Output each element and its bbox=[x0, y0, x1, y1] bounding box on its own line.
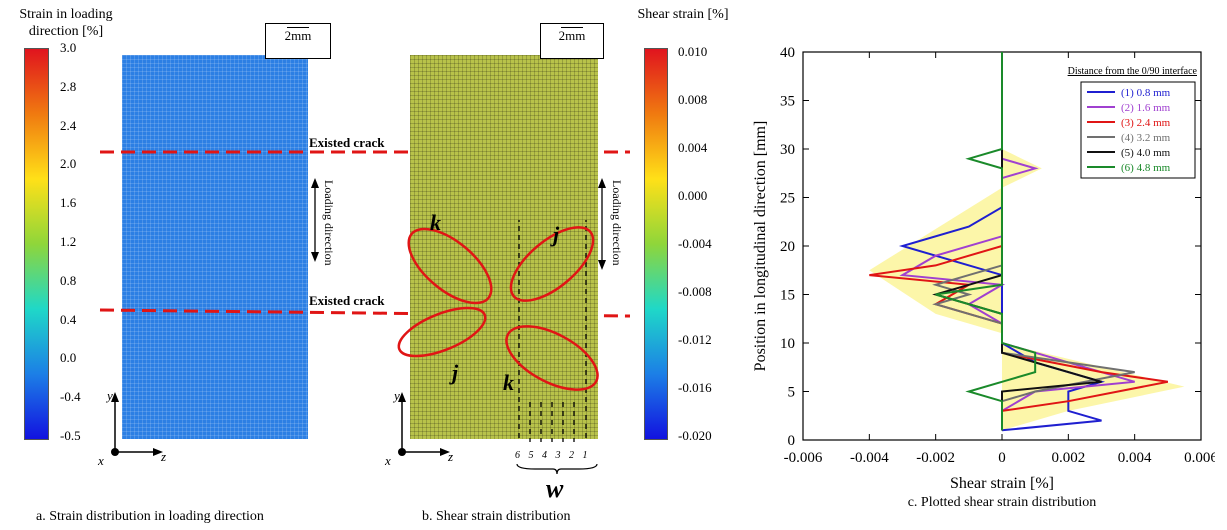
region-j-bottom: j bbox=[452, 360, 459, 385]
series-line-2 bbox=[899, 52, 1135, 431]
scale-bar-a: 2mm bbox=[265, 23, 331, 59]
series-line-6 bbox=[935, 52, 1037, 431]
envelope-top bbox=[1002, 149, 1042, 188]
x-tick-label: 0.004 bbox=[1118, 450, 1152, 466]
colorbar-a bbox=[24, 48, 49, 440]
axis-x-label-b: x bbox=[384, 453, 391, 468]
colorbar-tick: 0.000 bbox=[678, 188, 708, 203]
line-number: 4 bbox=[542, 450, 547, 461]
y-tick-label: 30 bbox=[780, 142, 795, 158]
colorbar-tick: -0.020 bbox=[678, 428, 712, 443]
legend-entry-5: (5) 4.0 mm bbox=[1121, 147, 1171, 159]
scale-bar-label: 2mm bbox=[284, 28, 312, 43]
colorbar-tick: 2.4 bbox=[60, 117, 77, 133]
colorbar-tick: 3.0 bbox=[60, 40, 77, 55]
axis-y-label-b: y bbox=[392, 388, 400, 403]
w-label: w bbox=[546, 474, 564, 503]
colorbar-tick: 0.8 bbox=[60, 272, 77, 288]
strain-map-a bbox=[122, 55, 308, 439]
axis-y-label-a: y bbox=[105, 388, 113, 403]
y-tick-label: 15 bbox=[780, 288, 795, 304]
legend-entry-6: (6) 4.8 mm bbox=[1121, 162, 1171, 174]
colorbar-tick: -0.008 bbox=[678, 284, 712, 299]
loading-label-b: Loading direction bbox=[610, 180, 624, 266]
line-number: 6 bbox=[515, 450, 520, 461]
shear-strain-chart: -0.006 -0.004 -0.002 0 0.002 0.004 0.006 0 5 10 15… bbox=[752, 45, 1215, 510]
crack-label-bottom: Existed crack bbox=[309, 293, 385, 308]
scale-bar-label: 2mm bbox=[558, 28, 586, 43]
axis-x-label-a: x bbox=[97, 453, 104, 468]
caption-c: c. Plotted shear strain distribution bbox=[908, 495, 1097, 510]
y-tick-label: 5 bbox=[788, 385, 796, 401]
shear-map-b bbox=[410, 55, 598, 439]
y-axis-label: Position in longitudinal direction [mm] bbox=[752, 121, 769, 372]
y-tick-label: 25 bbox=[780, 191, 795, 207]
y-tick-label: 0 bbox=[788, 433, 796, 449]
scale-bar-line bbox=[561, 27, 583, 28]
w-brace bbox=[516, 463, 598, 475]
colorbar-tick: 2.0 bbox=[60, 156, 77, 172]
colorbar-tick: 1.6 bbox=[60, 195, 77, 211]
legend-title: Distance from the 0/90 interface bbox=[1068, 66, 1198, 77]
line-number: 5 bbox=[528, 450, 534, 461]
x-axis-label: Shear strain [%] bbox=[950, 475, 1054, 492]
legend-entry-3: (3) 2.4 mm bbox=[1121, 117, 1171, 129]
colorbar-tick: 0.010 bbox=[678, 44, 708, 59]
x-tick-label: -0.004 bbox=[850, 450, 889, 466]
line-number: 2 bbox=[569, 450, 574, 461]
axes-icon-b: y x z bbox=[384, 388, 453, 468]
y-tick-label: 20 bbox=[780, 239, 795, 255]
colorbar-tick: 2.8 bbox=[60, 78, 77, 94]
colorbar-tick: -0.012 bbox=[678, 332, 712, 347]
region-k-top: k bbox=[430, 210, 441, 235]
legend-entry-4: (4) 3.2 mm bbox=[1121, 132, 1171, 144]
caption-a: a. Strain distribution in loading direct… bbox=[36, 509, 264, 524]
legend-entry-2: (2) 1.6 mm bbox=[1121, 102, 1171, 114]
axis-z-label-a: z bbox=[160, 449, 166, 464]
axes-icon-a: y x z bbox=[97, 388, 166, 468]
x-tick-label: 0 bbox=[998, 450, 1006, 466]
crack-label-top: Existed crack bbox=[309, 135, 385, 150]
colorbar-b bbox=[644, 48, 668, 440]
x-tick-label: 0.002 bbox=[1051, 450, 1085, 466]
scale-bar-b: 2mm bbox=[540, 23, 604, 59]
loading-label-a: Loading direction bbox=[322, 180, 336, 266]
colorbar-tick: -0.016 bbox=[678, 380, 712, 395]
x-tick-label: -0.002 bbox=[916, 450, 955, 466]
colorbar-tick: -0.4 bbox=[60, 389, 81, 405]
colorbar-tick: 1.2 bbox=[60, 234, 77, 249]
y-tick-label: 10 bbox=[780, 336, 795, 352]
line-number: 3 bbox=[555, 450, 561, 461]
y-tick-label: 35 bbox=[780, 94, 795, 110]
caption-b: b. Shear strain distribution bbox=[422, 509, 571, 524]
x-tick-label: -0.006 bbox=[784, 450, 823, 466]
colorbar-tick: 0.0 bbox=[60, 350, 77, 366]
colorbar-b-title: Shear strain [%] bbox=[637, 7, 729, 22]
y-tick-label: 40 bbox=[780, 45, 795, 61]
legend-entry-1: (1) 0.8 mm bbox=[1121, 87, 1171, 99]
colorbar-tick: 0.004 bbox=[678, 140, 708, 155]
colorbar-tick: 0.4 bbox=[60, 311, 77, 327]
colorbar-tick: -0.5 bbox=[60, 428, 81, 443]
colorbar-tick: -0.004 bbox=[678, 236, 712, 251]
line-number: 1 bbox=[582, 450, 588, 461]
colorbar-tick: 0.008 bbox=[678, 92, 708, 107]
scale-bar-line bbox=[287, 27, 309, 28]
regions-overlay bbox=[397, 220, 599, 442]
colorbar-a-title: Strain in loading direction [%] bbox=[19, 7, 113, 39]
envelope-upper bbox=[869, 187, 1002, 334]
x-tick-label: 0.006 bbox=[1184, 450, 1215, 466]
region-k-bottom: k bbox=[503, 370, 514, 395]
axis-z-label-b: z bbox=[447, 449, 453, 464]
legend-box bbox=[1080, 81, 1196, 179]
region-j-top: j bbox=[553, 222, 560, 247]
